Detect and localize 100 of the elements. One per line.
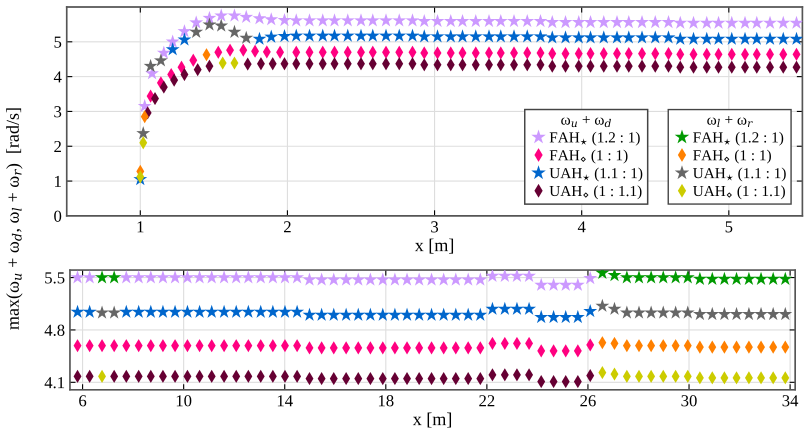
x-tick-label: 6 xyxy=(79,395,86,406)
point xyxy=(424,308,438,321)
legend-label: FAH$_{⋄}$ (1 : 1) xyxy=(550,150,628,164)
point xyxy=(302,308,316,321)
x-tick-label: 14 xyxy=(278,395,293,406)
point xyxy=(444,14,458,28)
legend-label: UAH$_{⋄}$ (1 : 1.1) xyxy=(550,185,642,200)
point xyxy=(132,270,146,284)
point xyxy=(379,13,393,26)
point xyxy=(119,270,134,284)
point xyxy=(95,305,109,319)
point xyxy=(750,16,764,29)
y-tick-label: 3 xyxy=(54,106,62,118)
point xyxy=(766,306,780,320)
text: ω$_{u}$ + ω$_{d}$ xyxy=(561,116,611,128)
point xyxy=(584,30,598,44)
point xyxy=(314,272,329,286)
point xyxy=(656,305,670,319)
point xyxy=(239,10,254,23)
point xyxy=(448,308,463,321)
point xyxy=(680,270,695,284)
point xyxy=(289,13,304,26)
point xyxy=(558,30,572,44)
point xyxy=(583,271,598,284)
point xyxy=(412,272,426,286)
point xyxy=(430,14,444,28)
point xyxy=(730,306,744,320)
point xyxy=(522,270,536,282)
point xyxy=(214,8,228,22)
point xyxy=(254,304,268,318)
point xyxy=(363,308,378,321)
point xyxy=(354,13,368,26)
point xyxy=(545,30,560,44)
point xyxy=(763,32,777,45)
point xyxy=(302,272,316,286)
point xyxy=(254,270,268,284)
point xyxy=(498,270,512,282)
point xyxy=(596,30,611,44)
point xyxy=(290,270,304,284)
y-tick-label: 1 xyxy=(55,176,61,187)
point xyxy=(154,53,168,66)
point xyxy=(328,28,342,42)
point xyxy=(82,270,97,284)
point xyxy=(486,270,500,282)
point xyxy=(712,32,726,45)
point xyxy=(95,270,109,284)
point xyxy=(778,272,792,285)
point xyxy=(379,28,393,42)
point xyxy=(456,29,470,42)
point xyxy=(717,272,732,285)
point xyxy=(596,15,611,28)
point xyxy=(406,28,420,42)
point xyxy=(156,270,170,284)
point xyxy=(558,310,573,324)
point xyxy=(632,305,646,319)
point xyxy=(700,32,714,45)
point xyxy=(632,270,646,284)
legend-label: FAH$_{⋆}$ (1.2 : 1) xyxy=(550,132,640,146)
point xyxy=(620,270,634,284)
point xyxy=(583,304,598,318)
point xyxy=(241,270,256,284)
point xyxy=(656,270,670,284)
point xyxy=(494,14,508,28)
point xyxy=(132,304,146,318)
y-tick-label: 4.1 xyxy=(44,377,64,388)
point xyxy=(700,16,714,29)
x-tick-label: 10 xyxy=(176,395,192,406)
text: max(ω$_{u}$ + ω$_{d}$, ω$_{l}$ + ω$_{r}$) [rad/s] xyxy=(6,108,23,330)
point xyxy=(166,42,180,56)
point xyxy=(189,15,204,29)
point xyxy=(214,18,228,32)
point xyxy=(522,302,536,315)
point xyxy=(392,28,406,42)
point xyxy=(192,270,207,284)
point xyxy=(572,15,586,28)
point xyxy=(107,305,122,319)
y-tick-label: 5.5 xyxy=(45,272,64,284)
point xyxy=(326,272,341,286)
point xyxy=(570,278,585,291)
point xyxy=(692,306,707,320)
point xyxy=(558,278,573,291)
point xyxy=(644,305,658,319)
point xyxy=(266,304,280,318)
point xyxy=(776,16,790,29)
point xyxy=(119,304,134,318)
point xyxy=(180,304,194,318)
point xyxy=(202,17,216,31)
point xyxy=(82,304,97,318)
point xyxy=(107,270,122,284)
point xyxy=(570,310,585,324)
x-tick-label: 30 xyxy=(681,395,697,406)
point xyxy=(417,29,432,42)
point xyxy=(376,308,390,321)
point xyxy=(290,304,304,318)
point xyxy=(545,15,560,28)
text: ω$_{l}$ + ω$_{r}$ xyxy=(707,116,753,128)
point xyxy=(473,272,488,286)
point xyxy=(662,30,676,44)
point xyxy=(229,304,244,318)
legend-label: UAH$_{⋄}$ (1 : 1.1) xyxy=(693,185,785,200)
